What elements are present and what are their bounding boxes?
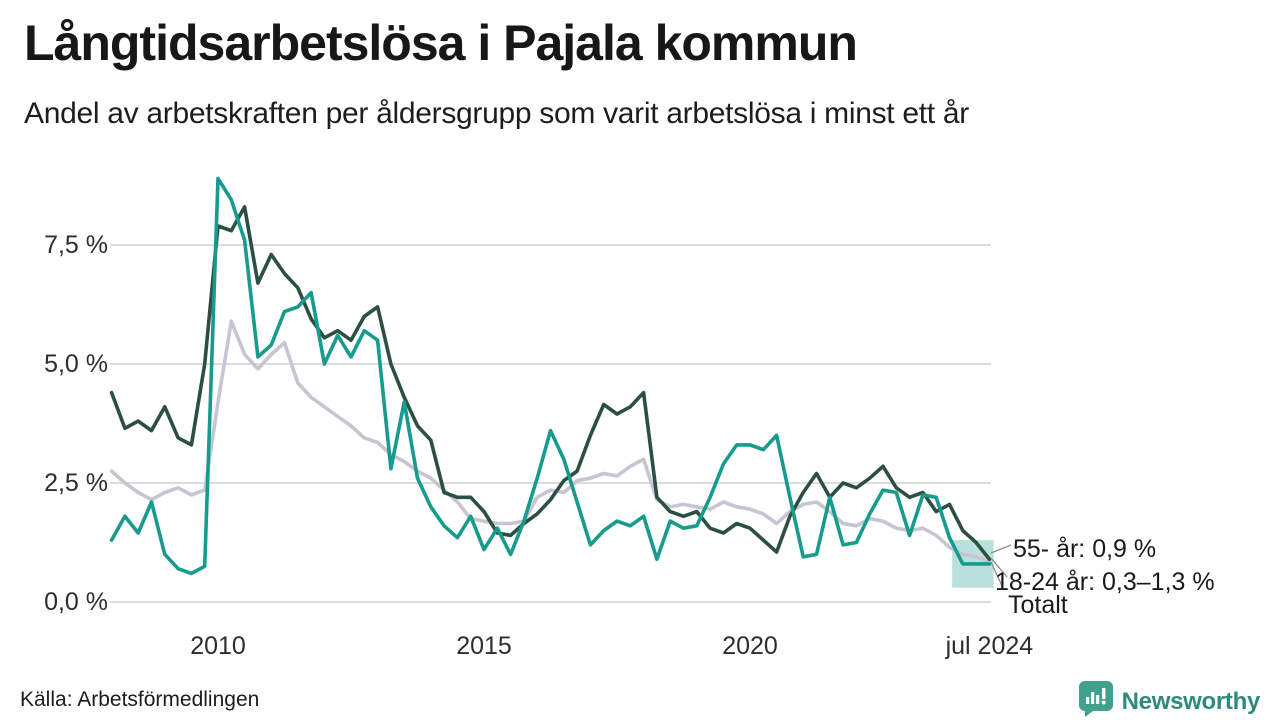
label-connector-lines — [990, 544, 1012, 587]
newsworthy-logo[interactable]: Newsworthy — [1078, 680, 1260, 720]
end-label-total: Totalt — [1008, 591, 1068, 619]
bar-chart-speech-bubble-icon — [1078, 680, 1114, 720]
y-tick-label: 2,5 % — [44, 469, 108, 497]
series-line-totalt — [109, 319, 992, 564]
connector-total — [990, 561, 1003, 587]
series-line-55-r — [109, 205, 992, 562]
series-line-18-24-r — [109, 176, 992, 576]
gridlines — [110, 244, 991, 603]
end-label-55: 55- år: 0,9 % — [1013, 535, 1157, 563]
page-title: Långtidsarbetslösa i Pajala kommun — [24, 15, 858, 71]
source-note: Källa: Arbetsförmedlingen — [20, 688, 260, 711]
y-tick-label: 5,0 % — [44, 350, 108, 378]
y-tick-label: 7,5 % — [44, 231, 108, 259]
x-tick-label: 2015 — [456, 632, 512, 660]
x-tick-label: 2010 — [190, 632, 246, 660]
page-subtitle: Andel av arbetskraften per åldersgrupp s… — [24, 97, 969, 130]
series-lines — [109, 176, 992, 576]
x-tick-label: jul 2024 — [945, 632, 1034, 660]
y-tick-label: 0,0 % — [44, 588, 108, 616]
connector-55 — [990, 544, 1012, 554]
end-label-1824: 18-24 år: 0,3–1,3 % — [995, 568, 1215, 596]
connector-1824 — [990, 557, 1008, 578]
newsworthy-wordmark: Newsworthy — [1121, 687, 1261, 715]
x-tick-label: 2020 — [722, 632, 778, 660]
